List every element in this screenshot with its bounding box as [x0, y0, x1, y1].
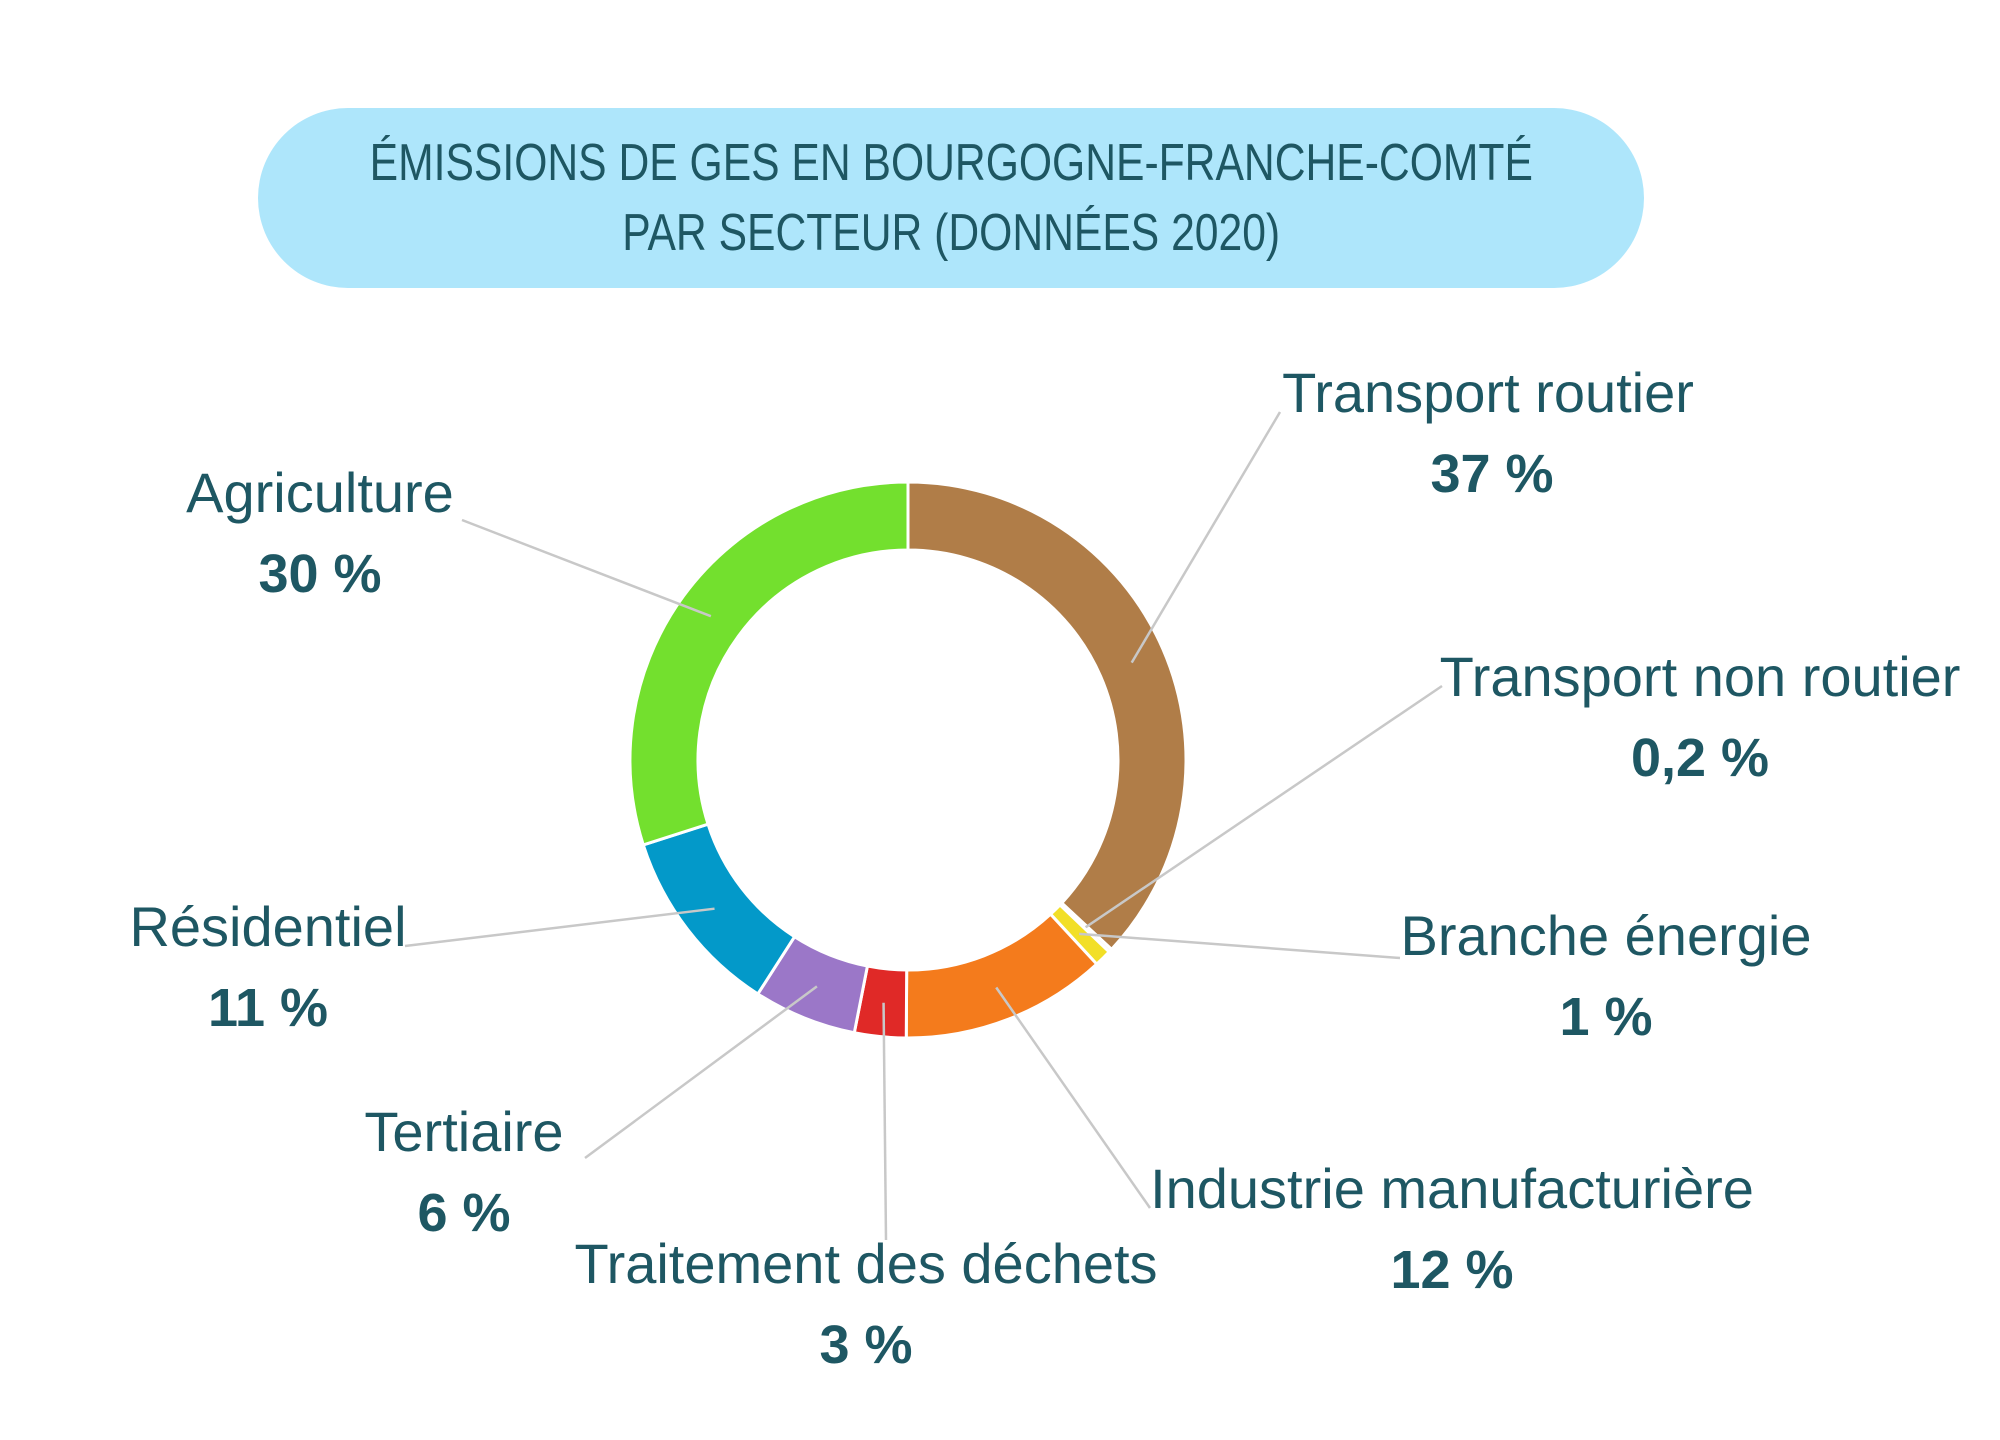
slice-agriculture — [628, 480, 910, 847]
label-name-residentiel: Résidentiel — [129, 895, 406, 958]
label-value-branche-energie: 1 % — [1559, 987, 1652, 1047]
chart-title-line-2: PAR SECTEUR (DONNÉES 2020) — [622, 204, 1280, 262]
chart-title-line-1: ÉMISSIONS DE GES EN BOURGOGNE-FRANCHE-CO… — [369, 134, 1533, 192]
leader-line-tertiaire — [584, 985, 818, 1160]
leader-line-residentiel — [404, 907, 715, 948]
label-value-industrie-manufacturiere: 12 % — [1390, 1240, 1513, 1300]
label-value-transport-non-routier: 0,2 % — [1631, 728, 1769, 788]
label-name-industrie-manufacturiere: Industrie manufacturière — [1150, 1157, 1754, 1220]
chart-title-banner: ÉMISSIONS DE GES EN BOURGOGNE-FRANCHE-CO… — [258, 108, 1644, 288]
leader-line-branche-energie — [1079, 932, 1401, 960]
label-value-transport-routier: 37 % — [1430, 444, 1553, 504]
leader-line-transport-non-routier — [1084, 684, 1443, 929]
leader-line-agriculture — [461, 518, 712, 618]
label-value-agriculture: 30 % — [258, 544, 381, 604]
label-name-branche-energie: Branche énergie — [1401, 904, 1812, 967]
label-value-tertiaire: 6 % — [417, 1183, 510, 1243]
leader-line-traitement-des-dechets — [882, 1002, 888, 1241]
leader-line-transport-routier — [1130, 411, 1282, 664]
slice-industrie-manufacturiere — [904, 912, 1099, 1040]
label-name-traitement-des-dechets: Traitement des déchets — [574, 1232, 1157, 1295]
slice-residentiel — [641, 822, 797, 997]
slice-transport-routier — [906, 480, 1188, 952]
label-name-agriculture: Agriculture — [186, 461, 454, 524]
label-value-traitement-des-dechets: 3 % — [819, 1315, 912, 1375]
label-name-transport-routier: Transport routier — [1282, 361, 1694, 424]
leader-line-industrie-manufacturiere — [995, 986, 1152, 1209]
label-name-tertiaire: Tertiaire — [364, 1100, 563, 1163]
label-value-residentiel: 11 % — [208, 978, 328, 1038]
label-name-transport-non-routier: Transport non routier — [1440, 645, 1961, 708]
